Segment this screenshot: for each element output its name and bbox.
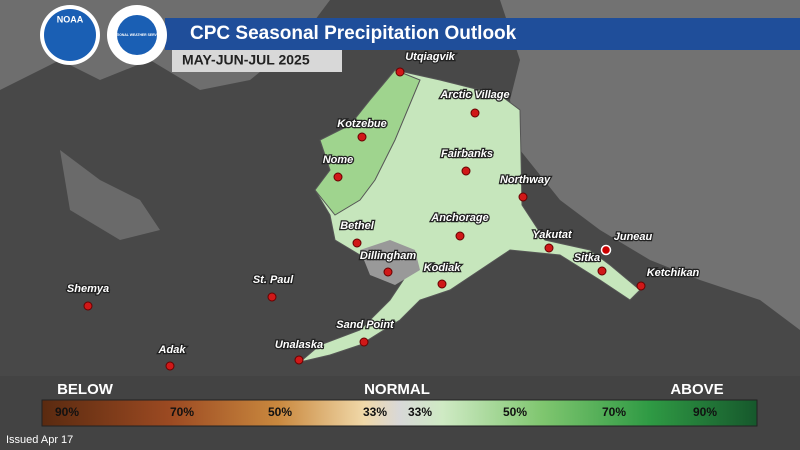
legend-normal: NORMAL [364,381,430,398]
city-marker [437,279,447,289]
legend-stop: 50% [268,405,292,419]
noaa-logo-inner [44,9,96,61]
city-label: Yakutat [532,229,573,241]
legend-stop: 70% [602,405,626,419]
land-canada [500,0,800,330]
bristol-bay-ec [360,240,420,285]
city-marker [352,238,362,248]
legend-stop: 33% [363,405,387,419]
city-label: Juneau [614,231,653,243]
city-label: Ketchikan [647,267,700,279]
city-label: Unalaska [275,339,323,351]
nws-text: NATIONAL WEATHER SERVICE [112,33,164,37]
city-marker [357,132,367,142]
city-label: Shemya [67,283,109,295]
period-box [172,50,342,72]
land-chukotka [60,150,160,240]
noaa-text: NOAA [57,14,84,24]
city-label: Fairbanks [441,148,493,160]
legend-bar [41,399,758,427]
legend-stop: 70% [170,405,194,419]
city-marker [294,355,304,365]
city-marker [83,301,93,311]
city-marker [544,243,554,253]
city-marker [383,267,393,277]
city-marker [636,281,646,291]
issued: Issued Apr 17 [6,434,73,446]
city-label: Nome [323,154,354,166]
city-marker [461,166,471,176]
city-label: Bethel [340,220,375,232]
city-label: Sitka [574,252,600,264]
city-label: Kodiak [424,262,462,274]
city-label: Utqiagvik [405,51,455,63]
city-marker [518,192,528,202]
legend-stop: 90% [693,405,717,419]
city-marker [267,292,277,302]
title: CPC Seasonal Precipitation Outlook [190,23,517,44]
legend-below: BELOW [57,381,114,398]
city-label: Anchorage [430,212,488,224]
legend-above: ABOVE [670,381,723,398]
city-marker [165,361,175,371]
city-label: Sand Point [336,319,395,331]
city-marker [597,266,607,276]
period: MAY-JUN-JUL 2025 [182,52,310,68]
capital-marker [600,244,612,256]
city-marker [395,67,405,77]
title-bar [165,18,800,50]
city-label: St. Paul [253,274,294,286]
city-marker [455,231,465,241]
legend-stop: 90% [55,405,79,419]
nws-logo-inner [117,15,157,55]
city-label: Kotzebue [337,118,387,130]
city-marker [333,172,343,182]
city-label: Adak [158,344,187,356]
legend-stop: 33% [408,405,432,419]
city-label: Northway [500,174,551,186]
legend-stop: 50% [503,405,527,419]
city-label: Dillingham [360,250,416,262]
city-label: Arctic Village [439,89,509,101]
city-marker [470,108,480,118]
city-marker [359,337,369,347]
